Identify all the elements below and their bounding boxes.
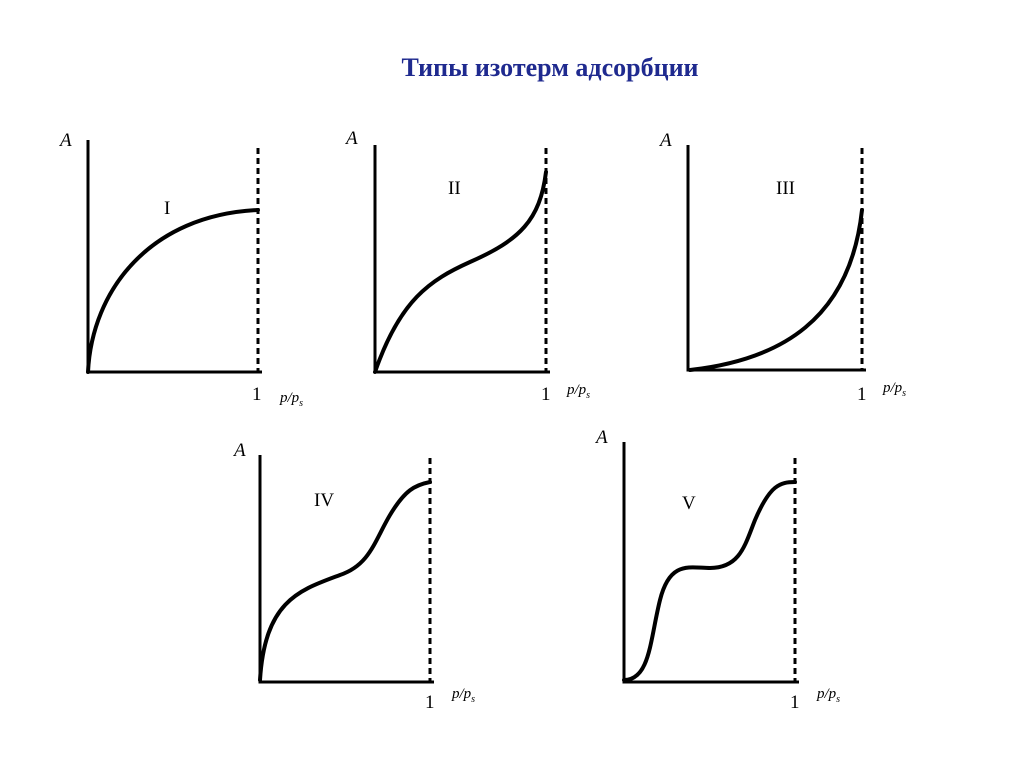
- x-label-main: p/p: [816, 686, 837, 702]
- x-label-sub: s: [471, 694, 475, 705]
- x-label-sub: s: [836, 694, 840, 705]
- tick-label: 1: [425, 692, 435, 713]
- isotherm: [688, 208, 864, 372]
- type-label: III: [776, 178, 795, 199]
- isotherm: [622, 480, 797, 682]
- isotherm: [258, 480, 432, 682]
- type-label: V: [682, 493, 696, 514]
- x-label: p/ps: [451, 686, 475, 705]
- panel: A V 1 p/ps: [594, 427, 840, 713]
- y-label: A: [658, 130, 672, 151]
- x-label-main: p/p: [882, 380, 903, 396]
- y-label: A: [232, 440, 246, 461]
- isotherm: [373, 170, 548, 374]
- x-label: p/ps: [566, 382, 590, 401]
- type-label: IV: [314, 490, 334, 511]
- y-label: A: [344, 128, 358, 149]
- isotherm: [86, 208, 260, 374]
- y-label: A: [58, 130, 72, 151]
- axes: [258, 455, 434, 684]
- y-label: A: [594, 427, 608, 448]
- x-label-main: p/p: [566, 382, 587, 398]
- x-label-sub: s: [902, 388, 906, 399]
- x-label-main: p/p: [451, 686, 472, 702]
- tick-label: 1: [857, 384, 867, 405]
- panel: A IV 1 p/ps: [232, 440, 475, 713]
- title: Типы изотерм адсорбции: [401, 53, 698, 82]
- axes: [373, 145, 550, 374]
- tick-label: 1: [790, 692, 800, 713]
- x-label: p/ps: [279, 390, 303, 409]
- panel: A I 1 p/ps: [58, 130, 303, 409]
- x-label: p/ps: [816, 686, 840, 705]
- x-label-sub: s: [586, 390, 590, 401]
- x-label-sub: s: [299, 398, 303, 409]
- x-label: p/ps: [882, 380, 906, 399]
- tick-label: 1: [252, 384, 262, 405]
- tick-label: 1: [541, 384, 551, 405]
- panel: A III 1 p/ps: [658, 130, 906, 405]
- panel: A II 1 p/ps: [344, 128, 590, 405]
- type-label: II: [448, 178, 461, 199]
- axes: [86, 140, 262, 374]
- x-label-main: p/p: [279, 390, 300, 406]
- type-label: I: [164, 198, 170, 219]
